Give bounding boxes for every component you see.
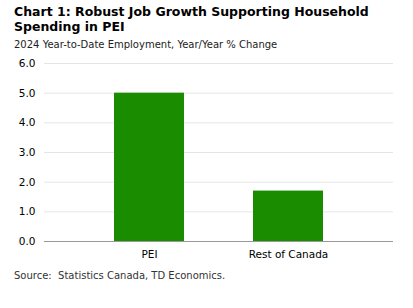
svg-text:0.0: 0.0 (19, 235, 36, 247)
svg-text:5.0: 5.0 (19, 87, 36, 99)
svg-text:3.0: 3.0 (19, 146, 36, 158)
html-text:Chart 1: Robust Job Growth Sup: Chart 1: Robust Job Growth Supporting Ho… (14, 4, 369, 34)
svg-text:4.0: 4.0 (19, 116, 36, 128)
html-text:Source: Statistics Canada, TD: Source: Statistics Canada, TD Economics. (14, 270, 226, 281)
svg-text:6.0: 6.0 (19, 57, 36, 69)
html-text:2024 Year-to-Date Employment,: 2024 Year-to-Date Employment, Year/Year … (14, 39, 278, 50)
svg-text:2.0: 2.0 (19, 176, 36, 188)
svg-text:Rest of Canada: Rest of Canada (249, 248, 329, 260)
svg-text:PEI: PEI (141, 248, 157, 260)
svg-text:1.0: 1.0 (19, 205, 36, 217)
